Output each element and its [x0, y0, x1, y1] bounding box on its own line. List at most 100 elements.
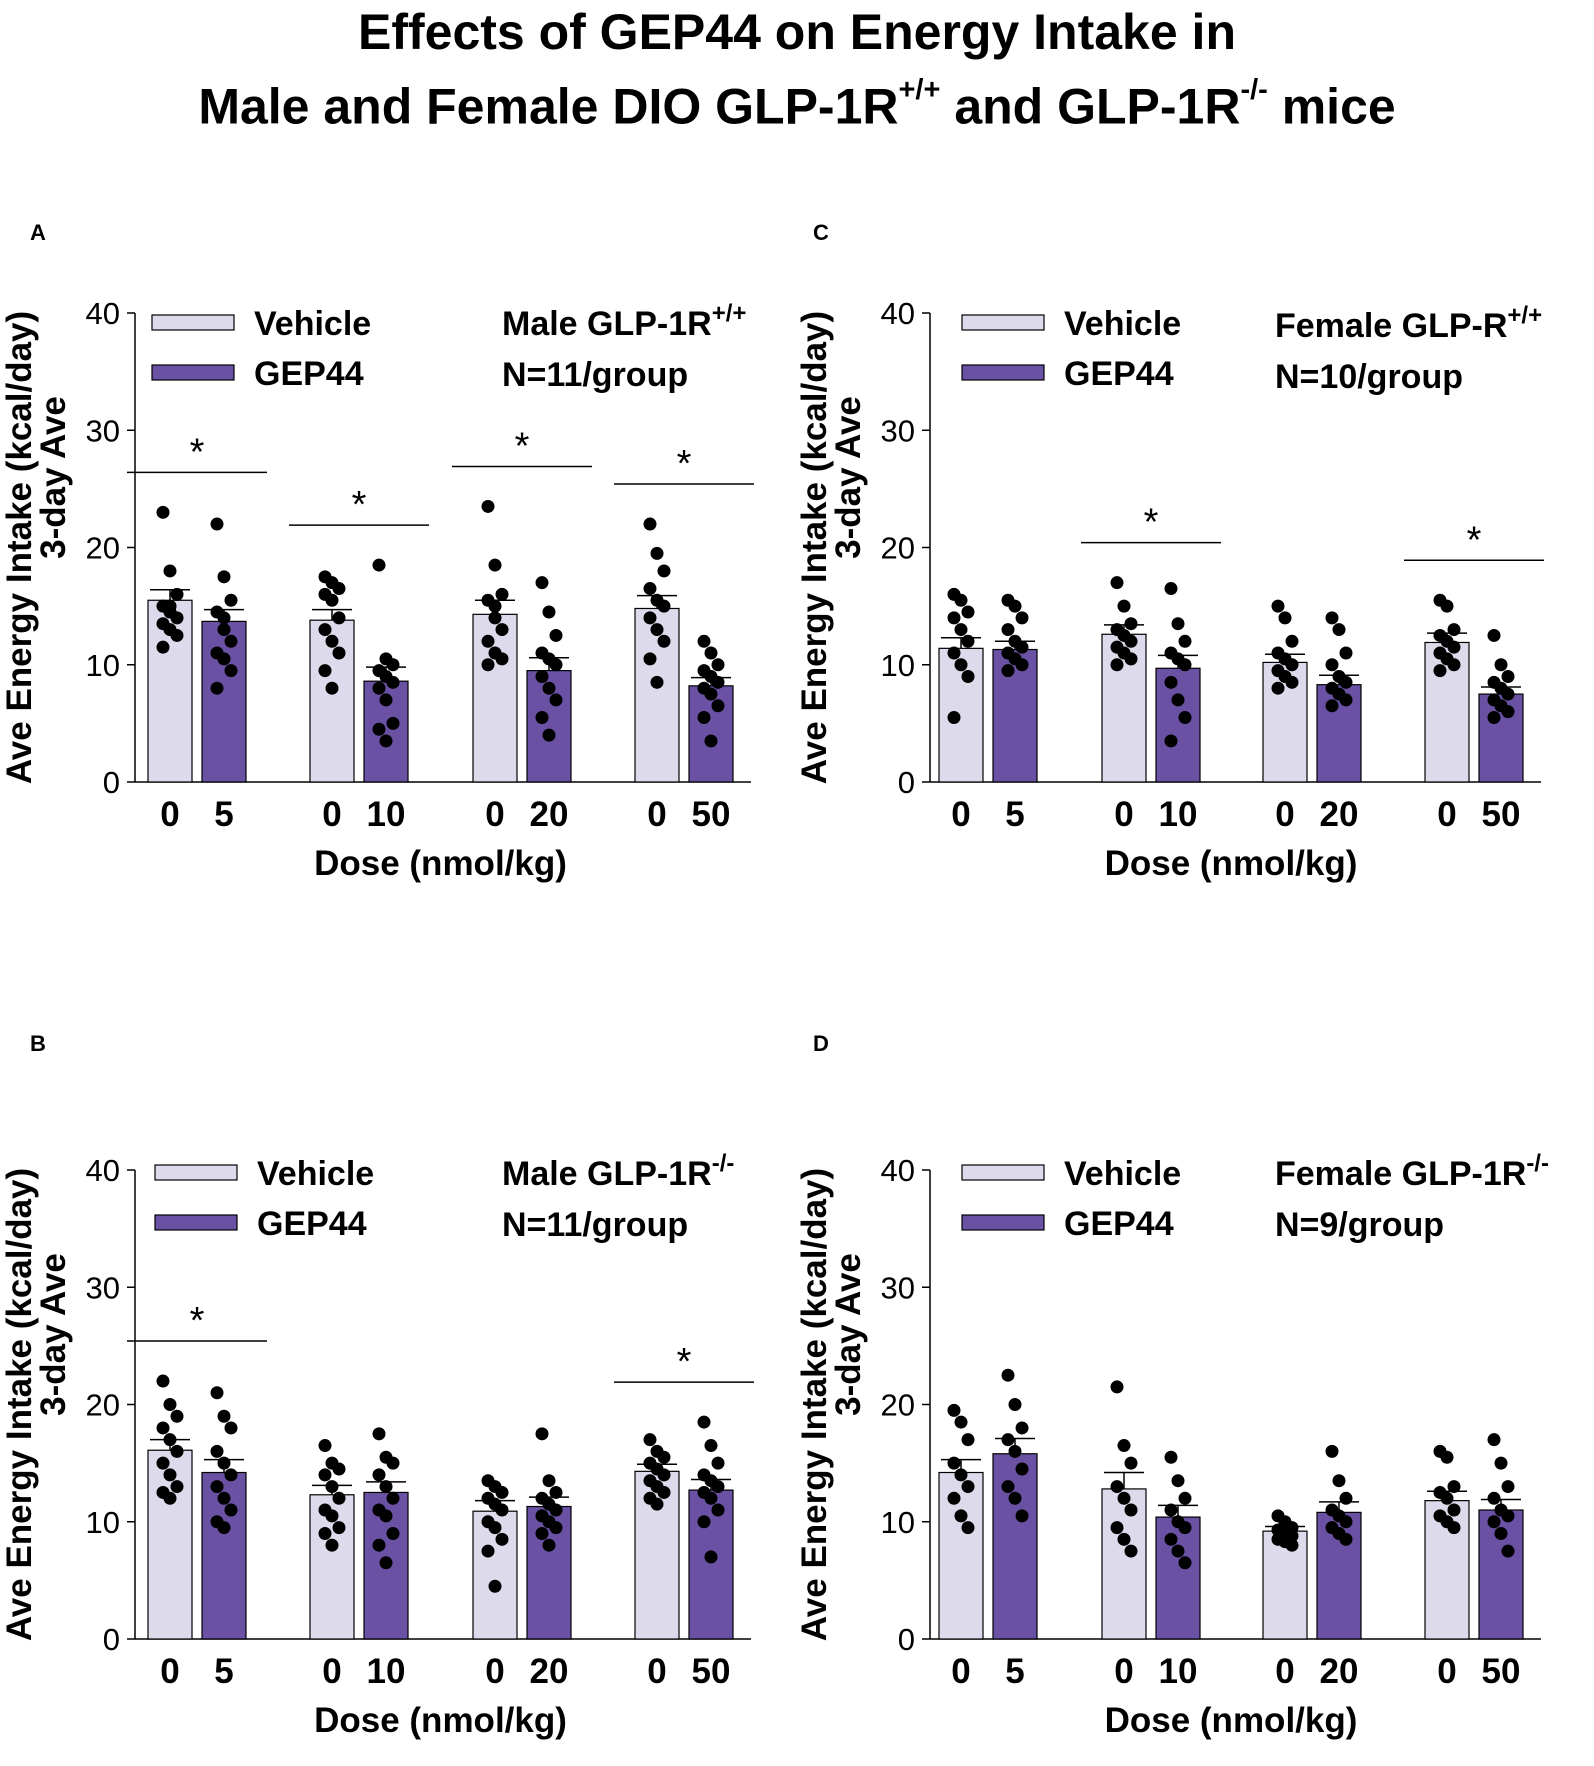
vehicle-bar [309, 619, 355, 783]
x-tick-label: 10 [367, 795, 406, 834]
data-point [1501, 705, 1515, 719]
legend-vehicle-label: Vehicle [1064, 305, 1181, 343]
data-point [961, 1480, 975, 1494]
data-point [332, 646, 346, 660]
y-tick-label: 30 [86, 1270, 120, 1305]
data-point [332, 611, 346, 625]
data-point [217, 1521, 231, 1535]
panel-group-title-superscript: +/+ [712, 300, 747, 327]
x-tick-label: 0 [160, 795, 179, 834]
data-point [1171, 693, 1185, 707]
y-tick-label: 40 [881, 1153, 915, 1188]
data-point [650, 623, 664, 637]
data-point [163, 1468, 177, 1482]
y-tick-label: 40 [86, 1153, 120, 1188]
data-point [210, 1444, 224, 1458]
data-point [210, 517, 224, 531]
x-tick-label: 20 [530, 795, 569, 834]
data-point [163, 1491, 177, 1505]
y-tick-label: 20 [86, 1388, 120, 1423]
y-tick-label: 40 [881, 296, 915, 331]
data-point [549, 693, 563, 707]
data-point [1015, 658, 1029, 672]
x-axis-title: Dose (nmol/kg) [314, 844, 567, 883]
data-point [711, 675, 725, 689]
y-tick-label: 10 [881, 648, 915, 683]
panel-letter-b: B [30, 1031, 46, 1056]
panel-n-label: N=11/group [502, 356, 688, 394]
data-point [224, 1421, 238, 1435]
data-point [372, 1538, 386, 1552]
data-point [170, 1409, 184, 1423]
data-point [156, 505, 170, 519]
data-point [1494, 1526, 1508, 1540]
data-point [704, 1550, 718, 1564]
data-point [961, 1521, 975, 1535]
data-point [657, 1468, 671, 1482]
data-point [1447, 1480, 1461, 1494]
significance-star: * [677, 1341, 692, 1383]
data-point [481, 499, 495, 513]
data-point [1285, 675, 1299, 689]
data-point [1487, 628, 1501, 642]
data-point [1124, 652, 1138, 666]
data-point [1440, 1450, 1454, 1464]
x-tick-label: 0 [647, 1652, 666, 1691]
y-axis-subtitle: 3-day Ave [34, 1253, 73, 1416]
data-point [1178, 1521, 1192, 1535]
data-point [1178, 1491, 1192, 1505]
data-point [332, 1491, 346, 1505]
significance-star: * [1467, 519, 1482, 561]
panel-group-title: Male GLP-1R-/- [502, 1150, 734, 1193]
x-tick-label: 0 [160, 1652, 179, 1691]
data-point [318, 1468, 332, 1482]
data-point [386, 716, 400, 730]
legend-gep44-swatch [154, 1214, 238, 1231]
data-point [1339, 646, 1353, 660]
x-tick-label: 0 [485, 1652, 504, 1691]
data-point [325, 593, 339, 607]
y-tick-label: 10 [86, 648, 120, 683]
data-point [1117, 1491, 1131, 1505]
panel-n-label: N=10/group [1275, 358, 1463, 396]
data-point [1110, 658, 1124, 672]
data-point [1124, 634, 1138, 648]
legend-gep44-swatch [961, 364, 1045, 381]
x-axis-title: Dose (nmol/kg) [1105, 844, 1358, 883]
data-point [1164, 1532, 1178, 1546]
data-point [156, 1456, 170, 1470]
data-point [156, 1374, 170, 1388]
data-point [1164, 734, 1178, 748]
data-point [1008, 599, 1022, 613]
data-point [711, 699, 725, 713]
data-point [1015, 640, 1029, 654]
data-point [325, 681, 339, 695]
data-point [1501, 669, 1515, 683]
vehicle-bar [634, 607, 680, 783]
data-point [1178, 711, 1192, 725]
x-tick-label: 50 [1482, 1652, 1521, 1691]
data-point [163, 599, 177, 613]
data-point [1117, 599, 1131, 613]
data-point [1001, 664, 1015, 678]
data-point [643, 1433, 657, 1447]
data-point [711, 1480, 725, 1494]
y-axis-title: Ave Energy Intake (kcal/day) [0, 1168, 39, 1641]
vehicle-bar [938, 1471, 984, 1640]
data-point [549, 658, 563, 672]
data-point [697, 634, 711, 648]
figure-title-line-1: Effects of GEP44 on Energy Intake in [357, 4, 1236, 60]
data-point [961, 605, 975, 619]
data-point [1501, 1509, 1515, 1523]
data-point [481, 658, 495, 672]
data-point [704, 646, 718, 660]
data-point [318, 664, 332, 678]
gep44-bar [688, 1489, 734, 1640]
y-tick-label: 0 [103, 765, 120, 800]
data-point [170, 628, 184, 642]
figure-title-superscript-1: +/+ [898, 74, 941, 106]
data-point [1278, 611, 1292, 625]
x-tick-label: 20 [1320, 795, 1359, 834]
data-point [1501, 687, 1515, 701]
data-point [495, 1485, 509, 1499]
